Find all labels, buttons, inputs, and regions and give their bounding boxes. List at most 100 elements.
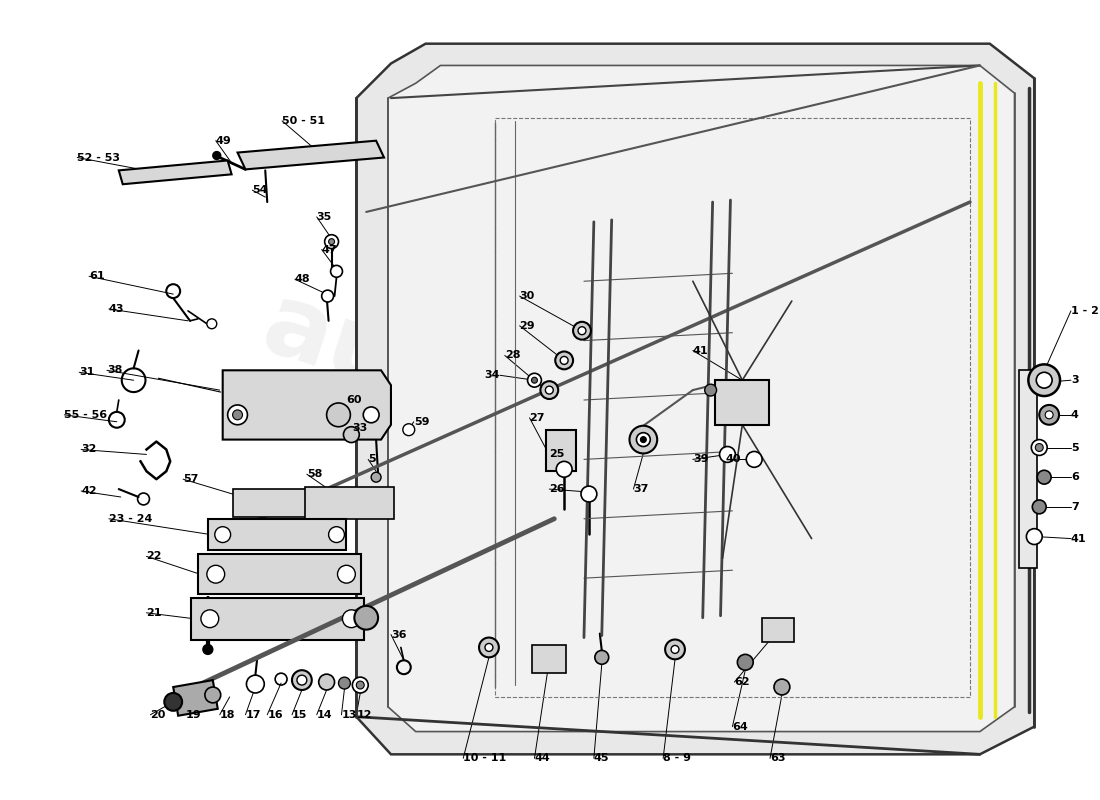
Circle shape — [1040, 405, 1059, 425]
Text: 7: 7 — [1071, 502, 1079, 512]
Text: 25: 25 — [549, 450, 564, 459]
Text: 45: 45 — [594, 754, 609, 763]
Circle shape — [164, 693, 183, 710]
Text: 3: 3 — [1071, 375, 1078, 386]
Circle shape — [746, 451, 762, 467]
Circle shape — [331, 266, 342, 278]
Circle shape — [292, 670, 311, 690]
Circle shape — [201, 610, 219, 628]
Text: 43: 43 — [109, 304, 124, 314]
Text: 44: 44 — [535, 754, 550, 763]
Circle shape — [1037, 470, 1052, 484]
Text: 41: 41 — [1071, 534, 1087, 543]
Text: 32: 32 — [81, 445, 97, 454]
Text: 22: 22 — [146, 551, 162, 562]
Text: 20: 20 — [151, 710, 166, 720]
Polygon shape — [356, 44, 1034, 754]
Text: 4: 4 — [1071, 410, 1079, 420]
Text: 23 - 24: 23 - 24 — [109, 514, 152, 524]
Text: 39: 39 — [693, 454, 708, 464]
Circle shape — [1035, 443, 1043, 451]
Circle shape — [356, 681, 364, 689]
Bar — [191, 598, 364, 639]
Text: 60: 60 — [346, 395, 362, 405]
Circle shape — [403, 424, 415, 436]
Text: 10 - 11: 10 - 11 — [463, 754, 506, 763]
Bar — [1020, 370, 1037, 568]
Text: 1 - 2: 1 - 2 — [1071, 306, 1099, 316]
Circle shape — [531, 378, 538, 383]
Text: 8 - 9: 8 - 9 — [663, 754, 691, 763]
Text: 57: 57 — [183, 474, 198, 484]
Text: 63: 63 — [770, 754, 785, 763]
Text: 18: 18 — [220, 710, 235, 720]
Circle shape — [329, 238, 334, 245]
Text: 58: 58 — [307, 470, 322, 479]
Text: 5: 5 — [368, 454, 376, 464]
Circle shape — [207, 319, 217, 329]
Circle shape — [595, 650, 608, 664]
Circle shape — [705, 384, 716, 396]
Circle shape — [212, 151, 221, 159]
Bar — [305, 487, 394, 518]
Circle shape — [719, 446, 736, 462]
Text: 16: 16 — [267, 710, 283, 720]
Polygon shape — [238, 141, 384, 170]
Circle shape — [354, 606, 378, 630]
Circle shape — [666, 639, 685, 659]
Text: 6: 6 — [1071, 472, 1079, 482]
Text: 47: 47 — [321, 245, 338, 254]
Text: 50 - 51: 50 - 51 — [282, 116, 326, 126]
Text: 38: 38 — [107, 366, 122, 375]
Circle shape — [342, 610, 361, 628]
Circle shape — [478, 638, 498, 658]
Circle shape — [581, 486, 597, 502]
Circle shape — [202, 645, 212, 654]
Text: 55 - 56: 55 - 56 — [64, 410, 108, 420]
Circle shape — [546, 386, 553, 394]
Text: 14: 14 — [317, 710, 332, 720]
Text: 17: 17 — [245, 710, 261, 720]
Bar — [715, 380, 769, 425]
Circle shape — [540, 381, 558, 399]
Text: 21: 21 — [146, 608, 162, 618]
Circle shape — [327, 403, 351, 426]
Circle shape — [228, 405, 248, 425]
Circle shape — [629, 426, 657, 454]
Text: autopartseu: autopartseu — [251, 277, 937, 582]
Circle shape — [343, 426, 360, 442]
Text: 62: 62 — [735, 677, 750, 687]
Text: a passion for parts: a passion for parts — [454, 461, 734, 577]
Circle shape — [556, 351, 573, 370]
Circle shape — [560, 357, 568, 364]
Circle shape — [671, 646, 679, 654]
Text: 5: 5 — [1071, 442, 1078, 453]
Text: 36: 36 — [390, 630, 407, 639]
Circle shape — [324, 234, 339, 249]
Text: 41: 41 — [693, 346, 708, 355]
Text: 13: 13 — [341, 710, 356, 720]
Text: 34: 34 — [484, 370, 499, 380]
Circle shape — [640, 437, 647, 442]
Polygon shape — [119, 161, 232, 184]
Circle shape — [1032, 500, 1046, 514]
Text: 35: 35 — [317, 212, 332, 222]
Polygon shape — [222, 370, 390, 439]
Bar — [208, 518, 346, 550]
Text: 28: 28 — [505, 350, 520, 361]
Circle shape — [573, 322, 591, 340]
Circle shape — [1032, 439, 1047, 455]
Circle shape — [321, 290, 333, 302]
Text: 54: 54 — [252, 185, 268, 195]
Text: 37: 37 — [634, 484, 649, 494]
Bar — [762, 618, 794, 642]
Circle shape — [1036, 372, 1052, 388]
Text: 19: 19 — [186, 710, 201, 720]
Circle shape — [1045, 411, 1053, 419]
Circle shape — [363, 407, 379, 422]
Circle shape — [637, 433, 650, 446]
Circle shape — [329, 526, 344, 542]
Circle shape — [528, 374, 541, 387]
Circle shape — [774, 679, 790, 695]
Circle shape — [297, 675, 307, 685]
